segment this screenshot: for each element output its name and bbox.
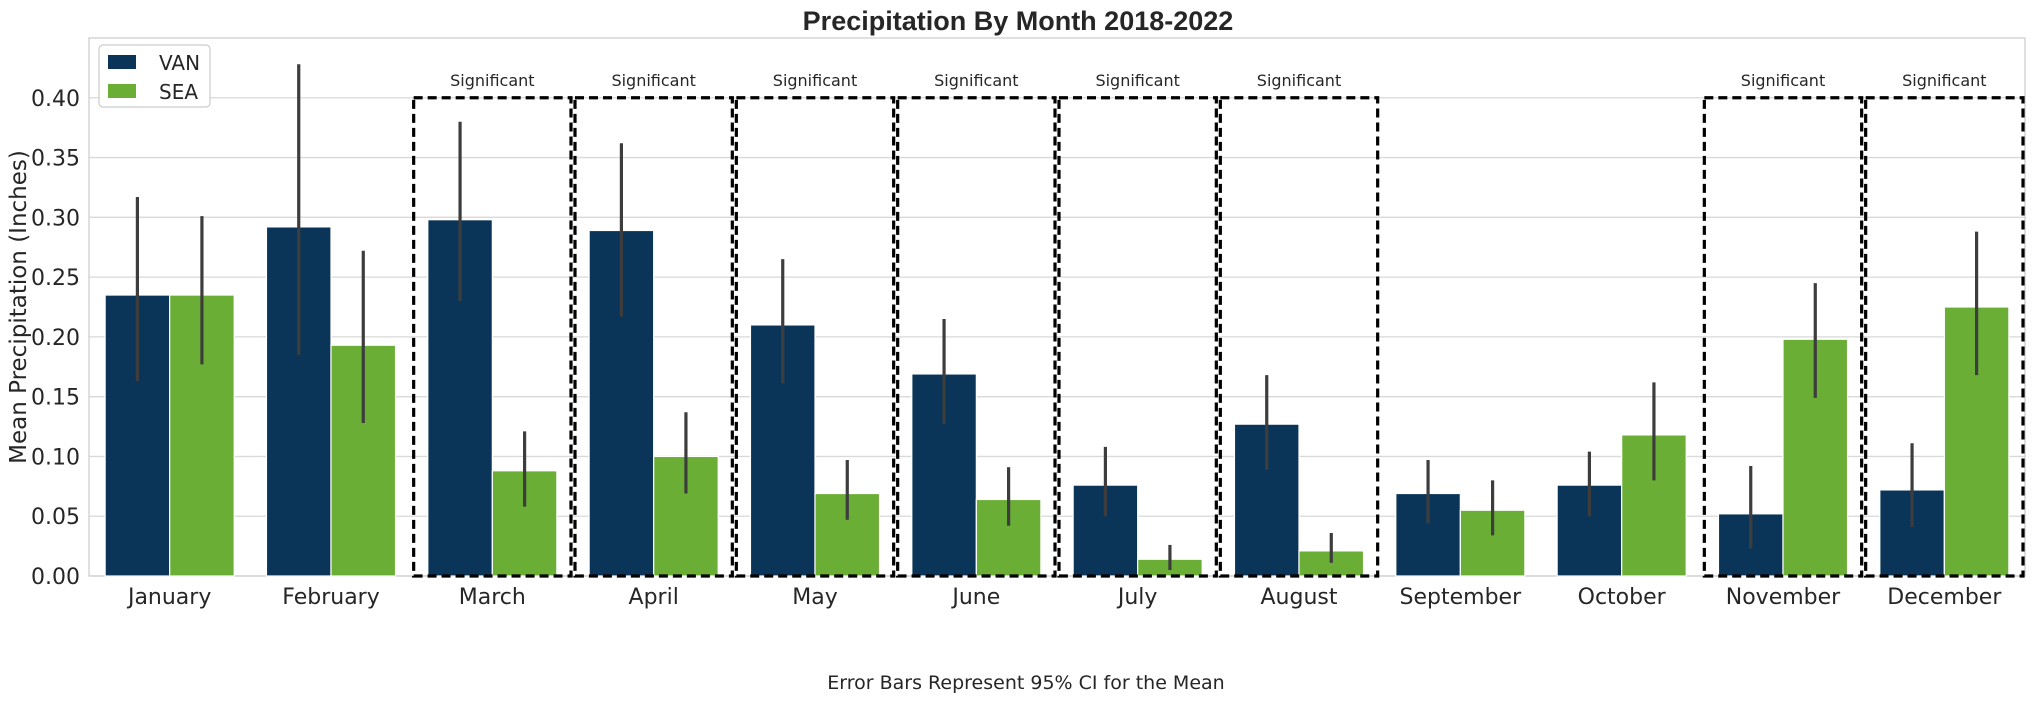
significance-box-april <box>573 96 734 578</box>
significance-label-march: Significant <box>450 71 534 90</box>
error-bars <box>135 64 1979 571</box>
x-tick-label-january: January <box>126 585 211 610</box>
significance-box-march <box>412 96 573 578</box>
x-tick-label-april: April <box>629 585 679 610</box>
legend-swatch-sea <box>108 84 136 98</box>
significance-label-august: Significant <box>1257 71 1341 90</box>
significance-label-april: Significant <box>611 71 695 90</box>
significance-label-june: Significant <box>934 71 1018 90</box>
x-tick-label-may: May <box>792 585 837 610</box>
y-tick-label: 0.00 <box>31 565 80 590</box>
y-tick-label: 0.05 <box>31 505 80 530</box>
x-tick-label-july: July <box>1116 585 1158 610</box>
x-tick-label-february: February <box>282 585 380 610</box>
x-tick-label-november: November <box>1726 585 1841 610</box>
y-tick-label: 0.30 <box>31 206 80 231</box>
plot-frame <box>88 37 2026 577</box>
significance-label-july: Significant <box>1095 71 1179 90</box>
x-tick-label-august: August <box>1261 585 1338 610</box>
bar-van-june <box>911 373 977 577</box>
legend-label-van: VAN <box>159 51 200 75</box>
significance-markers: Significant Significant Significant Signifi… <box>412 71 2025 578</box>
x-tick-labels: January February March April May June July Augu… <box>126 585 2002 610</box>
x-tick-label-december: December <box>1887 585 2002 610</box>
legend: VAN SEA <box>98 44 211 108</box>
significance-label-may: Significant <box>773 71 857 90</box>
x-tick-label-october: October <box>1578 585 1667 610</box>
significance-box-november <box>1702 96 1864 578</box>
y-tick-label: 0.35 <box>31 147 80 172</box>
y-tick-labels: 0.00 0.05 0.10 0.15 0.20 0.25 0.30 0.35 0.40 <box>31 87 80 590</box>
significance-box-june <box>896 96 1057 578</box>
y-axis-label: Mean Precipitation (Inches) <box>6 150 32 464</box>
chart-title: Precipitation By Month 2018-2022 <box>803 6 1234 36</box>
significance-box-july <box>1057 96 1218 578</box>
x-tick-label-june: June <box>950 585 1000 610</box>
x-tick-label-march: March <box>459 585 526 610</box>
y-tick-label: 0.40 <box>31 87 80 112</box>
y-tick-label: 0.15 <box>31 386 80 411</box>
y-tick-label: 0.10 <box>31 445 80 470</box>
y-tick-label: 0.20 <box>31 326 80 351</box>
y-tick-label: 0.25 <box>31 266 80 291</box>
significance-label-december: Significant <box>1902 71 1986 90</box>
bars <box>104 219 2010 577</box>
x-tick-label-september: September <box>1400 585 1523 610</box>
significance-label-november: Significant <box>1741 71 1825 90</box>
significance-box-august <box>1218 96 1380 578</box>
significance-box-may <box>734 96 896 578</box>
legend-label-sea: SEA <box>159 80 198 104</box>
legend-swatch-van <box>108 55 136 69</box>
significance-box-december <box>1864 96 2025 578</box>
chart-caption: Error Bars Represent 95% CI for the Mean <box>827 672 1224 694</box>
